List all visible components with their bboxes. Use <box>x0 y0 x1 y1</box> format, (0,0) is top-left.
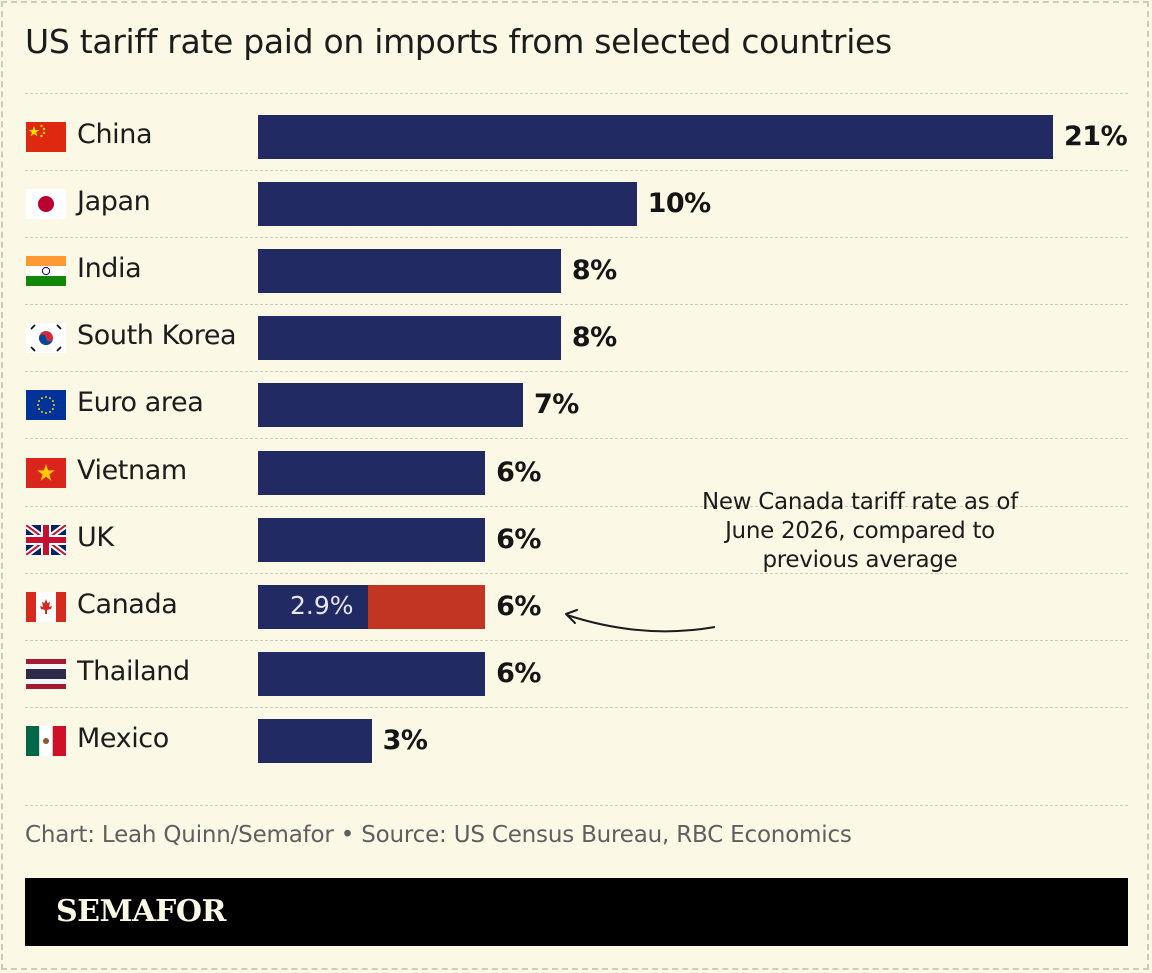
row-divider <box>25 438 1128 439</box>
bar-mexico <box>258 719 372 763</box>
bar-china <box>258 115 1053 159</box>
bar-india <box>258 249 561 293</box>
value-label-japan: 10% <box>647 188 712 219</box>
row-divider <box>25 170 1128 171</box>
value-label-canada: 6% <box>496 591 541 622</box>
value-label-india: 8% <box>571 255 617 286</box>
uk-flag-icon <box>26 525 66 555</box>
category-label-uk: UK <box>77 522 114 553</box>
mexico-flag-icon <box>26 726 66 756</box>
value-label-uk: 6% <box>496 524 541 555</box>
vietnam-flag-icon <box>26 458 66 488</box>
bar-japan <box>258 182 637 226</box>
row-divider <box>25 371 1128 372</box>
row-divider <box>25 573 1128 574</box>
bar-canada-increase <box>367 585 486 629</box>
value-label-china: 21% <box>1064 121 1128 152</box>
category-label-euro-area: Euro area <box>77 387 204 418</box>
row-divider <box>25 707 1128 708</box>
category-label-thailand: Thailand <box>77 656 190 687</box>
south-korea-flag-icon <box>26 323 66 353</box>
row-divider <box>25 506 1128 507</box>
footer-bar: SEMAFOR <box>25 878 1128 946</box>
bar-uk <box>258 518 486 562</box>
canada-annotation: New Canada tariff rate as of June 2026, … <box>702 489 1018 573</box>
source-note: Chart: Leah Quinn/Semafor • Source: US C… <box>25 822 852 848</box>
row-divider <box>25 237 1128 238</box>
canada-flag-icon <box>26 592 66 622</box>
annotation-arrow-icon <box>565 609 716 633</box>
bar-thailand <box>258 652 486 696</box>
value-label-south-korea: 8% <box>571 322 617 353</box>
bar-vietnam <box>258 451 486 495</box>
category-label-india: India <box>77 253 142 284</box>
category-label-china: China <box>77 119 153 150</box>
india-flag-icon <box>26 256 66 286</box>
category-label-south-korea: South Korea <box>77 320 237 351</box>
china-flag-icon <box>26 122 66 152</box>
divider <box>25 93 1128 94</box>
divider <box>25 805 1128 806</box>
bar-south-korea <box>258 316 561 360</box>
semafor-logo: SEMAFOR <box>56 894 226 929</box>
value-label-mexico: 3% <box>382 725 428 756</box>
category-label-japan: Japan <box>77 186 151 217</box>
chart-title: US tariff rate paid on imports from sele… <box>25 22 892 61</box>
row-divider <box>25 640 1128 641</box>
category-label-canada: Canada <box>77 589 178 620</box>
thailand-flag-icon <box>26 659 66 689</box>
value-label-thailand: 6% <box>496 658 541 689</box>
eu-flag-icon <box>26 390 66 420</box>
row-divider <box>25 304 1128 305</box>
category-label-mexico: Mexico <box>77 723 169 754</box>
category-label-vietnam: Vietnam <box>77 455 187 486</box>
bar-euro-area <box>258 383 523 427</box>
value-label-euro-area: 7% <box>534 389 579 420</box>
value-label-vietnam: 6% <box>496 457 541 488</box>
canada-previous-label: 2.9% <box>290 591 354 620</box>
japan-flag-icon <box>26 189 66 219</box>
